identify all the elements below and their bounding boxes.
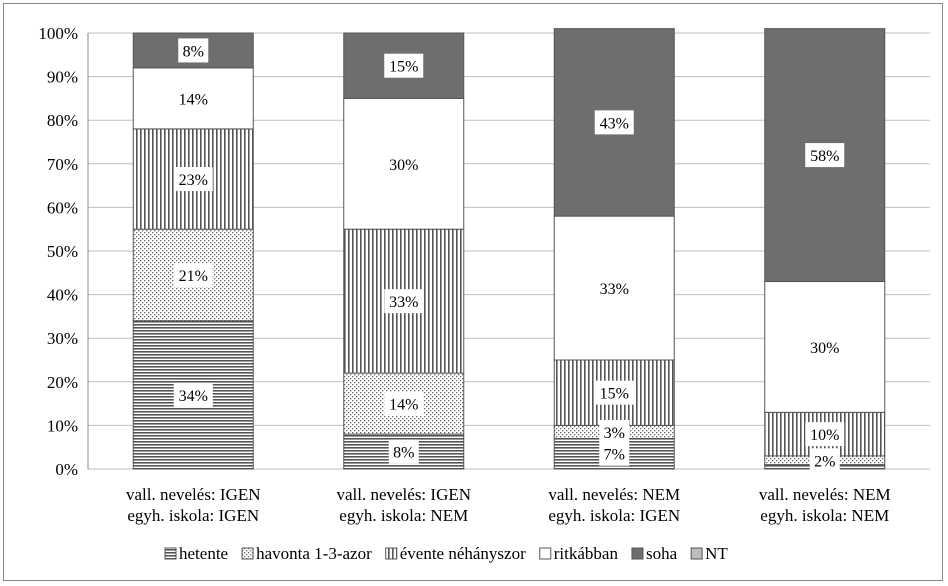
legend-swatch — [164, 547, 177, 560]
category-label: egyh. iskola: IGEN — [127, 506, 259, 525]
bars — [132, 28, 886, 470]
data-label-box — [599, 419, 630, 444]
data-label: 30% — [810, 340, 839, 357]
data-label-box — [809, 448, 840, 473]
data-label-box — [173, 382, 213, 407]
data-label: 14% — [179, 91, 208, 108]
data-label: 23% — [179, 172, 208, 189]
legend-label: hetente — [179, 544, 228, 563]
category-label: vall. nevelés: NEM — [548, 485, 680, 504]
data-label-box — [594, 110, 634, 135]
data-label-box — [599, 441, 630, 466]
y-tick-label: 70% — [47, 155, 78, 174]
data-label: 14% — [389, 397, 418, 414]
legend-label: NT — [705, 544, 728, 563]
data-label-box — [594, 276, 634, 301]
y-tick-label: 80% — [47, 111, 78, 130]
y-tick-label: 40% — [47, 286, 78, 305]
data-label: 3% — [604, 425, 625, 442]
data-label-box — [594, 380, 634, 405]
legend-swatch — [241, 547, 254, 560]
y-tick-label: 50% — [47, 242, 78, 261]
data-label: 10% — [810, 427, 839, 444]
category-label: egyh. iskola: NEM — [339, 506, 468, 525]
data-label: 43% — [600, 115, 629, 132]
legend-swatch — [539, 547, 552, 560]
data-label-box — [173, 167, 213, 192]
y-axis: 0% 10% 20% 30% 40% 50% 60% 70% 80% 90% 100% — [38, 24, 89, 479]
data-label: 15% — [389, 59, 418, 76]
legend-label: ritkábban — [554, 544, 619, 563]
data-label: 15% — [600, 386, 629, 403]
data-label-box — [173, 86, 213, 111]
legend-label: soha — [646, 544, 678, 563]
x-axis: vall. nevelés: IGEN egyh. iskola: IGEN val… — [126, 485, 891, 525]
data-label-box — [388, 439, 419, 464]
y-tick-label: 0% — [55, 460, 78, 479]
legend-swatch — [631, 547, 644, 560]
legend-label: évente néhányszor — [400, 544, 526, 563]
y-tick-label: 10% — [47, 416, 78, 435]
data-label-box — [384, 391, 424, 416]
data-label: 7% — [604, 447, 625, 464]
data-label-box — [384, 151, 424, 176]
legend: hetente havonta 1-3-azor évente néhányszor… — [164, 544, 728, 563]
data-label: 30% — [389, 157, 418, 174]
data-label: 21% — [179, 268, 208, 285]
category-label: vall. nevelés: IGEN — [126, 485, 261, 504]
category-label: vall. nevelés: NEM — [759, 485, 891, 504]
data-label-box — [173, 262, 213, 287]
category-label: egyh. iskola: IGEN — [548, 506, 680, 525]
data-label: 58% — [810, 148, 839, 165]
data-label: 2% — [814, 453, 835, 470]
y-tick-label: 30% — [47, 329, 78, 348]
data-label: 8% — [393, 445, 414, 462]
legend-swatch — [385, 547, 398, 560]
category-label: egyh. iskola: NEM — [760, 506, 889, 525]
category-label: vall. nevelés: IGEN — [336, 485, 471, 504]
data-label-box — [805, 422, 845, 447]
legend-swatch — [690, 547, 703, 560]
y-tick-label: 90% — [47, 68, 78, 87]
data-label-box — [178, 38, 209, 63]
data-labels: 34% 21% 23% 14% 8% 8% 14% 33% 30% 15% 7% 3% 15% 33% 43… — [173, 38, 845, 473]
data-label: 34% — [179, 388, 208, 405]
y-tick-label: 20% — [47, 373, 78, 392]
data-label: 33% — [600, 281, 629, 298]
data-label: 33% — [389, 294, 418, 311]
y-tick-label: 60% — [47, 198, 78, 217]
data-label-box — [805, 334, 845, 359]
data-label-box — [384, 53, 424, 78]
data-label: 8% — [183, 43, 204, 60]
legend-label: havonta 1-3-azor — [256, 544, 372, 563]
data-label-box — [805, 143, 845, 168]
y-tick-label: 100% — [38, 24, 78, 43]
data-label-box — [384, 289, 424, 314]
